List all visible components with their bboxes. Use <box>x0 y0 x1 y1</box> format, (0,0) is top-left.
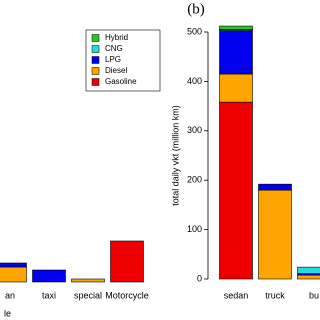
x-tick-label: bu <box>309 290 319 300</box>
legend-swatch <box>91 56 100 64</box>
legend-swatch <box>91 34 100 42</box>
bar-segment <box>110 240 144 283</box>
x-tick-label: an <box>5 290 15 300</box>
legend-label: Diesel <box>105 66 127 75</box>
legend-label: LPG <box>105 55 121 64</box>
y-tick-label: 500 <box>187 26 202 36</box>
y-tick-label: 300 <box>187 125 202 135</box>
bar-segment <box>0 266 27 283</box>
legend-swatch <box>91 67 100 75</box>
x-tick-label: taxi <box>42 290 56 300</box>
x-tick-label: truck <box>265 290 285 300</box>
y-tick-label: 0 <box>197 273 202 283</box>
legend-swatch <box>91 78 100 86</box>
legend-swatch <box>91 45 100 53</box>
y-tick-label: 200 <box>187 175 202 185</box>
x-axis-label: le <box>4 308 11 318</box>
y-axis-label: total daily vkt (million km) <box>170 105 180 206</box>
bar-segment <box>258 189 292 280</box>
bar-segment <box>219 73 253 103</box>
legend-label: Hybrid <box>105 33 128 42</box>
x-tick-label: Motorcycle <box>105 290 149 300</box>
panel-title: (b) <box>187 1 205 17</box>
legend-label: Gasoline <box>105 77 137 86</box>
x-tick-label: sedan <box>224 290 249 300</box>
y-tick-label: 100 <box>187 224 202 234</box>
bar-segment <box>219 30 253 75</box>
bar-segment <box>297 266 320 274</box>
bar-segment <box>32 269 66 283</box>
bar-segment <box>71 278 105 283</box>
legend-label: CNG <box>105 44 123 53</box>
y-tick-label: 400 <box>187 76 202 86</box>
bar-segment <box>0 262 27 268</box>
bar-segment <box>219 25 253 30</box>
bar-segment <box>258 183 292 191</box>
x-tick-label: special <box>74 290 102 300</box>
bar-segment <box>297 274 320 280</box>
bar-segment <box>219 101 253 280</box>
